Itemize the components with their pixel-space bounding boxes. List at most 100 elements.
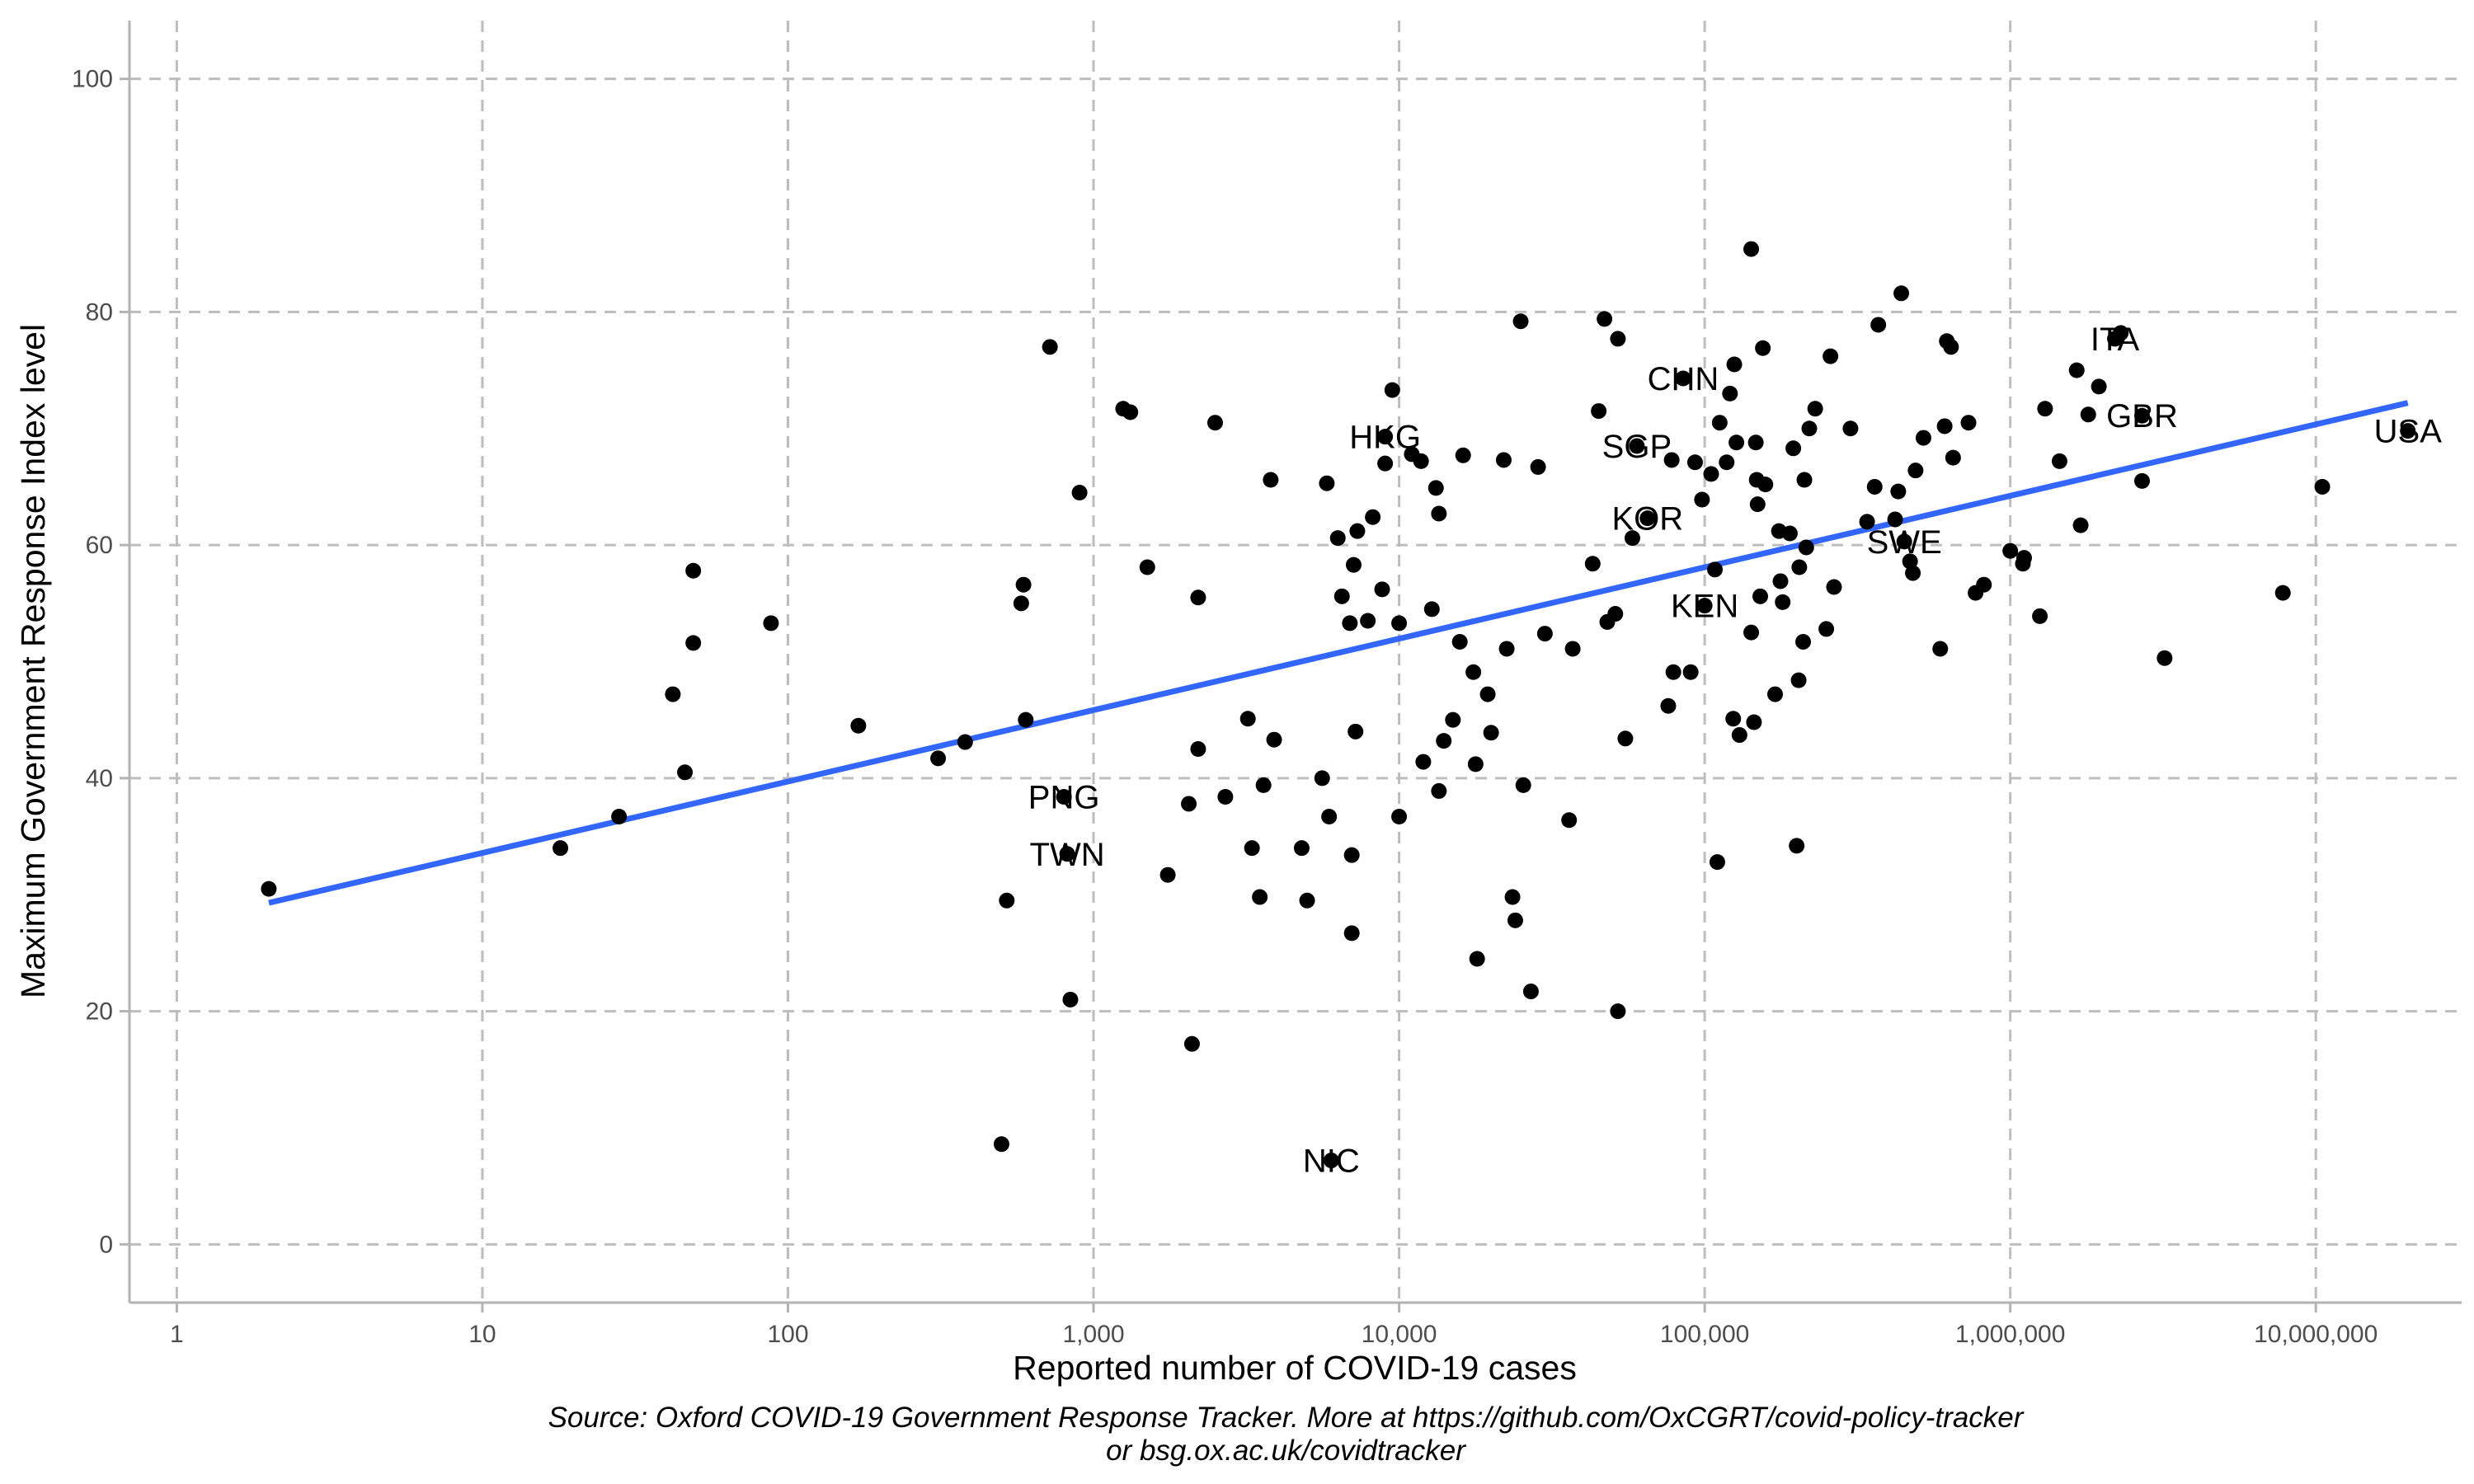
data-point [1159, 866, 1176, 883]
data-point [1719, 454, 1735, 471]
data-point [1413, 453, 1429, 469]
data-point [1617, 730, 1634, 747]
x-tick-label: 10 [468, 1321, 496, 1348]
data-point [1512, 313, 1529, 330]
data-point [1610, 1003, 1626, 1020]
data-point [1469, 951, 1485, 967]
data-point [1479, 686, 1496, 702]
data-point [1293, 840, 1310, 857]
data-point [1498, 641, 1515, 657]
country-label: ITA [2091, 322, 2140, 358]
data-point [1696, 598, 1713, 614]
data-point [677, 764, 694, 781]
data-point [2080, 406, 2096, 423]
data-point [2274, 585, 2291, 601]
data-point [2015, 550, 2032, 566]
data-point [1391, 809, 1408, 825]
data-point [1746, 714, 1762, 730]
data-point [1943, 339, 1959, 355]
data-point [1976, 576, 1992, 593]
data-point [2002, 542, 2019, 559]
y-tick-label: 80 [86, 298, 113, 326]
data-point [1255, 777, 1272, 793]
data-point [1345, 556, 1362, 573]
data-point [1319, 475, 1335, 491]
data-point [1726, 356, 1743, 373]
data-point [553, 840, 569, 857]
data-point [2072, 517, 2089, 533]
data-point [1321, 809, 1338, 825]
data-point [1445, 711, 1461, 728]
data-point [1244, 840, 1260, 857]
data-point [1629, 438, 1645, 454]
data-point [1785, 440, 1802, 457]
y-tick-label: 0 [99, 1231, 113, 1258]
data-point [1870, 317, 1887, 333]
data-point [1945, 449, 1961, 466]
data-point [1190, 741, 1206, 758]
x-tick-label: 1 [170, 1321, 184, 1348]
data-point [2037, 401, 2053, 417]
data-point [1564, 641, 1581, 657]
data-point [1299, 892, 1315, 909]
data-point [1343, 847, 1360, 863]
data-point [1536, 626, 1553, 642]
x-axis-ticks: 1 10 100 1,000 10,000 100,000 1,000,000 10,000,… [170, 1303, 2378, 1348]
data-point [1915, 430, 1931, 446]
data-point [1781, 525, 1798, 542]
country-label: TWN [1030, 837, 1105, 873]
data-point [1427, 480, 1444, 496]
country-label: SGP [1602, 429, 1672, 465]
data-point [1757, 477, 1774, 493]
data-point [1314, 770, 1330, 787]
data-point [1859, 514, 1875, 530]
data-point [1866, 478, 1883, 495]
data-point [1384, 382, 1400, 398]
data-point [1323, 1153, 1339, 1169]
data-point [930, 750, 947, 767]
data-point [1591, 403, 1607, 420]
x-tick-label: 100 [767, 1321, 808, 1348]
data-point [1056, 788, 1072, 805]
data-point [1431, 782, 1447, 799]
data-point [1936, 418, 1953, 434]
y-tick-label: 60 [86, 532, 113, 559]
data-point [1795, 633, 1812, 650]
data-point [1507, 912, 1523, 928]
data-point [1139, 559, 1155, 575]
x-tick-label: 1,000,000 [1955, 1321, 2065, 1348]
data-point [1893, 285, 1910, 302]
data-point [1796, 472, 1813, 488]
y-tick-label: 100 [72, 66, 113, 93]
data-point [1707, 561, 1724, 578]
country-label: PNG [1028, 779, 1100, 815]
data-point [611, 809, 628, 825]
data-point [1561, 812, 1578, 829]
data-point [1504, 889, 1521, 905]
data-point [2314, 478, 2331, 495]
data-point [2157, 650, 2173, 666]
data-point [2113, 325, 2129, 341]
data-point [685, 635, 702, 651]
country-label: GBR [2106, 398, 2178, 434]
data-point [1905, 565, 1921, 581]
data-point [1522, 984, 1539, 1000]
data-point [2134, 407, 2151, 424]
data-point [1515, 777, 1531, 793]
data-point [1122, 404, 1139, 420]
data-point [1709, 854, 1725, 871]
data-point [1348, 723, 1364, 740]
data-point [1887, 511, 1903, 528]
data-point [1682, 664, 1699, 680]
data-point [1660, 697, 1677, 714]
y-tick-label: 40 [86, 765, 113, 792]
data-point [1071, 485, 1088, 501]
data-point [1467, 756, 1484, 773]
data-point [2032, 608, 2048, 624]
data-point [1749, 496, 1766, 513]
data-point [1743, 241, 1760, 257]
data-points [261, 241, 2416, 1169]
data-point [763, 615, 779, 632]
